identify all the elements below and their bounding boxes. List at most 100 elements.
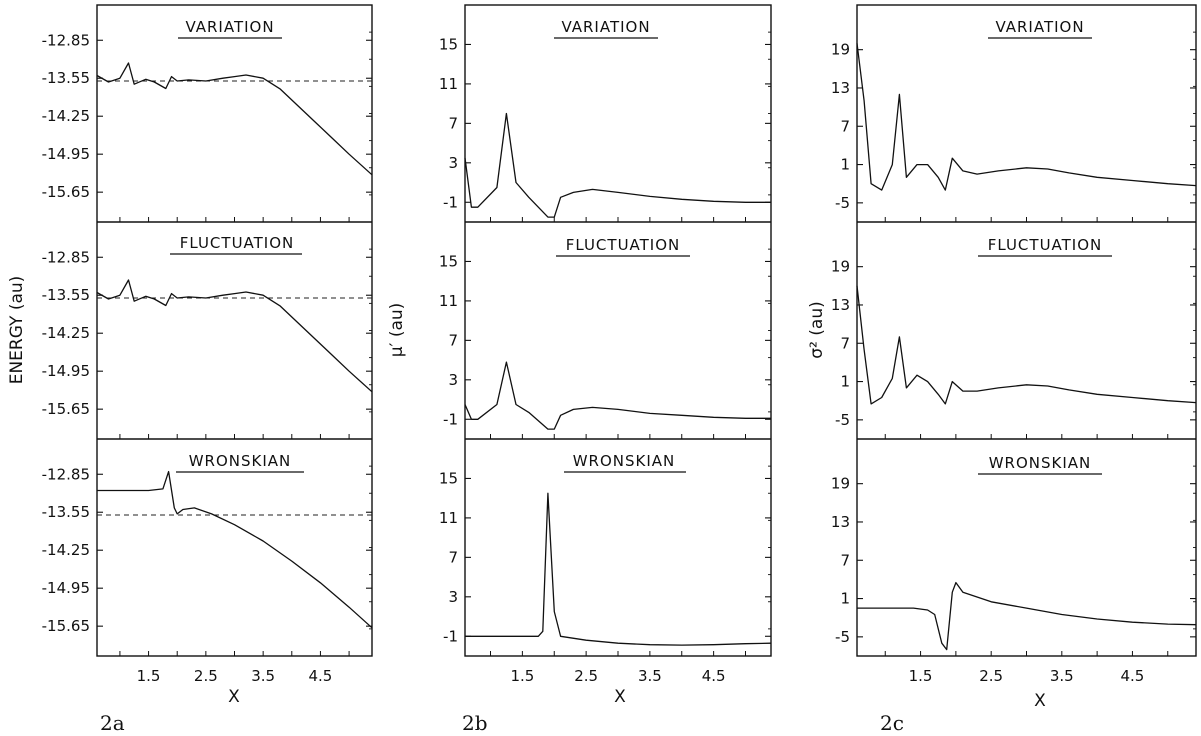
plot-frame-2a (96, 4, 373, 657)
y-tick-label: 13 (831, 513, 850, 531)
figure-label-2c: 2c (880, 711, 904, 735)
y-tick-label: 3 (448, 588, 458, 606)
x-axis-label-2b: X (614, 687, 626, 707)
figure-label-2b: 2b (462, 711, 488, 735)
panel-title-2c-fluctuation: FLUCTUATION (988, 236, 1103, 254)
y-tick-label: -14.95 (42, 362, 90, 380)
plot-frame-2b (464, 4, 772, 657)
series-line-wronskian (97, 470, 373, 629)
y-tick-label: -14.95 (42, 579, 90, 597)
plot-frame-2c (856, 4, 1197, 657)
y-tick-label: 15 (439, 35, 458, 53)
y-tick-label: -14.95 (42, 145, 90, 163)
x-tick-label: 4.5 (309, 667, 333, 685)
y-tick-label: -13.55 (42, 286, 90, 304)
x-axis-label-2c: X (1034, 691, 1046, 711)
y-tick-label: 3 (448, 371, 458, 389)
x-tick-labels-2a: 1.5 2.5 3.5 4.5 (137, 667, 333, 685)
column-2a: VARIATION FLUCTUATION WRONSKIAN -12.85-1… (7, 4, 373, 735)
y-tick-labels-2b: 15 11 7 3 -1 15 11 7 3 -1 15 11 7 3 -1 (439, 35, 458, 645)
y-tick-label: 15 (439, 469, 458, 487)
series-line-fluctuation (96, 279, 373, 393)
series-line-fluctuation (464, 361, 771, 430)
tick-marks-2a (97, 31, 372, 656)
panel-title-2a-fluctuation: FLUCTUATION (180, 234, 295, 252)
y-tick-label: -14.25 (42, 107, 90, 125)
y-tick-labels-2c: 19 13 7 1 -5 19 13 7 1 -5 19 13 7 1 -5 (831, 41, 850, 646)
series-line-variation (856, 43, 1197, 191)
y-tick-label: 11 (439, 75, 458, 93)
x-tick-label: 2.5 (194, 667, 218, 685)
panel-title-2c-wronskian: WRONSKIAN (989, 454, 1092, 472)
y-axis-label-2c: σ² (au) (807, 301, 827, 358)
series-lines-2c (856, 43, 1197, 651)
x-tick-label: 3.5 (251, 667, 275, 685)
column-2b: VARIATION FLUCTUATION WRONSKIAN 15 11 7 3 -1… (387, 4, 772, 735)
y-tick-label: -15.65 (42, 617, 90, 635)
y-tick-label: 1 (840, 590, 850, 608)
y-tick-label: -5 (835, 194, 850, 212)
panel-title-2a-wronskian: WRONSKIAN (189, 452, 292, 470)
y-tick-label: 7 (840, 551, 850, 569)
y-tick-label: 7 (448, 331, 458, 349)
y-tick-label: -12.85 (42, 465, 90, 483)
y-tick-label: 11 (439, 509, 458, 527)
x-tick-label: 4.5 (702, 667, 726, 685)
y-tick-label: 11 (439, 292, 458, 310)
y-tick-label: -1 (443, 627, 458, 645)
y-tick-label: -1 (443, 193, 458, 211)
y-tick-label: 19 (831, 258, 850, 276)
figure-label-2a: 2a (100, 711, 125, 735)
panel-title-2c-variation: VARIATION (995, 18, 1084, 36)
y-tick-label: -13.55 (42, 69, 90, 87)
series-line-fluctuation (856, 285, 1197, 405)
y-tick-label: 7 (448, 114, 458, 132)
y-tick-label: -12.85 (42, 248, 90, 266)
series-line-variation (96, 62, 373, 176)
x-tick-labels-2b: 1.5 2.5 3.5 4.5 (510, 667, 725, 685)
series-line-wronskian (465, 492, 772, 646)
y-tick-label: -14.25 (42, 324, 90, 342)
y-tick-label: 13 (831, 296, 850, 314)
tick-marks-2c (857, 31, 1196, 656)
panel-title-2b-variation: VARIATION (561, 18, 650, 36)
tick-marks-2b (465, 31, 771, 656)
y-tick-label: 19 (831, 475, 850, 493)
y-tick-label: 7 (840, 117, 850, 135)
x-tick-label: 3.5 (1050, 667, 1074, 685)
y-tick-label: -5 (835, 411, 850, 429)
y-tick-label: 3 (448, 154, 458, 172)
series-lines-2a (96, 62, 373, 629)
y-tick-label: 19 (831, 41, 850, 59)
x-tick-label: 2.5 (574, 667, 598, 685)
y-axis-label-2b: μ′ (au) (387, 303, 407, 358)
y-tick-labels-2a: -12.85 -13.55 -14.25 -14.95 -15.65 -12.85 -13.… (42, 31, 90, 635)
series-lines-2b (464, 112, 772, 646)
y-tick-label: -14.25 (42, 541, 90, 559)
series-line-wronskian (857, 581, 1197, 651)
series-line-variation (464, 112, 771, 218)
x-tick-label: 1.5 (909, 667, 933, 685)
y-tick-label: -15.65 (42, 400, 90, 418)
y-tick-label: 13 (831, 79, 850, 97)
y-axis-label-2a: ENERGY (au) (7, 276, 27, 385)
y-tick-label: 15 (439, 252, 458, 270)
x-tick-label: 1.5 (510, 667, 534, 685)
panel-title-2a-variation: VARIATION (185, 18, 274, 36)
x-tick-label: 1.5 (137, 667, 161, 685)
x-axis-label-2a: X (228, 687, 240, 707)
x-tick-labels-2c: 1.5 2.5 3.5 4.5 (909, 667, 1145, 685)
y-tick-label: 1 (840, 373, 850, 391)
column-2c: VARIATION FLUCTUATION WRONSKIAN 19 13 7 1 -5… (807, 4, 1197, 735)
y-tick-label: -5 (835, 628, 850, 646)
x-tick-label: 4.5 (1121, 667, 1145, 685)
panel-title-2b-fluctuation: FLUCTUATION (566, 236, 681, 254)
y-tick-label: -15.65 (42, 183, 90, 201)
x-tick-label: 2.5 (979, 667, 1003, 685)
panel-title-2b-wronskian: WRONSKIAN (573, 452, 676, 470)
y-tick-label: 1 (840, 156, 850, 174)
y-tick-label: 7 (840, 334, 850, 352)
x-tick-label: 3.5 (638, 667, 662, 685)
y-tick-label: -13.55 (42, 503, 90, 521)
